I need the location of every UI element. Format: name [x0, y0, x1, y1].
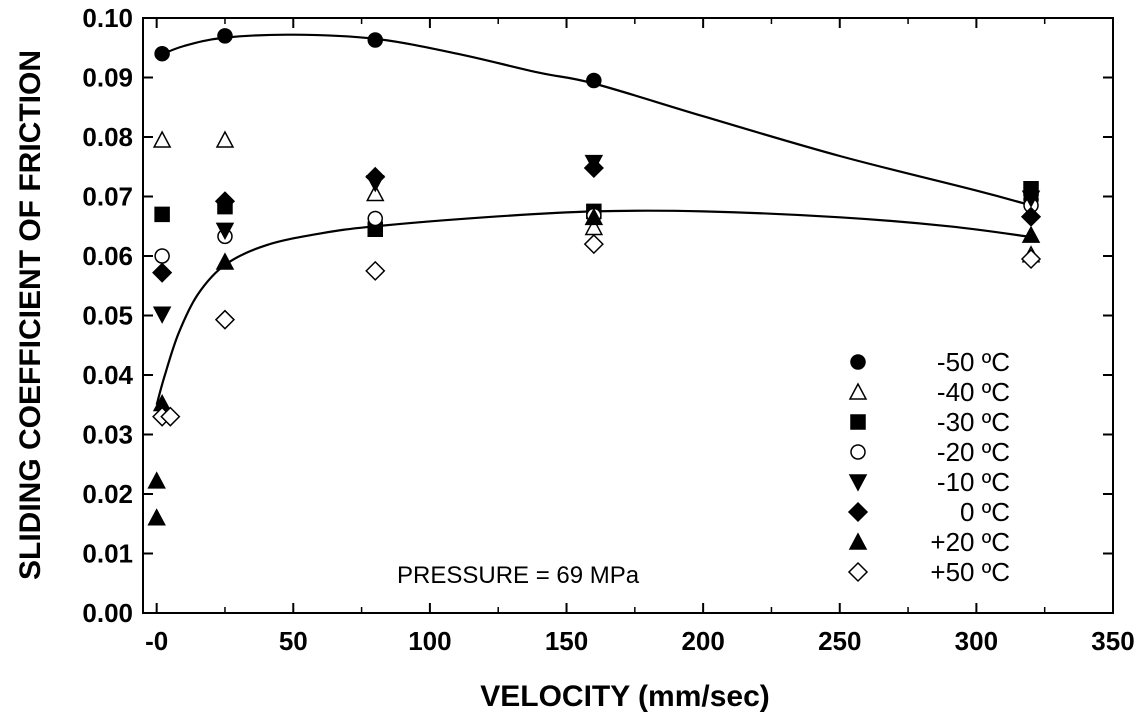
data-point: [160, 406, 181, 427]
data-point: [152, 262, 173, 283]
data-point: [154, 206, 170, 223]
series: [147, 207, 1041, 526]
data-point: [147, 471, 166, 489]
x-tick-label: 50: [279, 626, 308, 656]
data-point: [583, 234, 604, 255]
y-tick-label: 0.03: [82, 420, 133, 450]
series: [152, 157, 1042, 283]
legend-label: 0 ºC: [960, 497, 1010, 527]
legend-label: +20 ºC: [930, 527, 1010, 557]
data-point: [1020, 206, 1042, 227]
x-tick-label: 300: [955, 626, 998, 656]
y-tick-label: 0.05: [82, 301, 133, 331]
x-tick-label: 200: [681, 626, 724, 656]
data-point: [584, 207, 604, 226]
y-tick-label: 0.01: [82, 539, 133, 569]
legend-label: -30 ºC: [937, 407, 1010, 437]
y-tick-label: 0.10: [82, 3, 133, 33]
legend-marker: [847, 561, 869, 583]
data-point: [1020, 248, 1042, 270]
legend-marker: [850, 414, 866, 430]
legend-label: -10 ºC: [937, 467, 1010, 497]
y-tick-label: 0.04: [82, 360, 133, 390]
y-tick-label: 0.00: [82, 598, 133, 628]
y-tick-label: 0.09: [82, 63, 133, 93]
legend-label: -40 ºC: [937, 377, 1010, 407]
data-point: [214, 191, 236, 212]
y-tick-label: 0.06: [82, 241, 133, 271]
data-point: [366, 183, 385, 202]
x-tick-label: 250: [818, 626, 861, 656]
fit-curve: [155, 209, 1032, 406]
data-points: [147, 28, 1042, 526]
data-point: [147, 508, 166, 526]
data-point: [217, 28, 233, 44]
data-point: [365, 260, 386, 281]
data-point: [365, 166, 386, 187]
data-point: [215, 252, 235, 270]
series: [152, 234, 1042, 427]
pressure-annotation: PRESSURE = 69 MPa: [397, 562, 640, 589]
legend-label: +50 ºC: [930, 557, 1010, 587]
data-point: [152, 130, 172, 148]
legend-marker: [850, 444, 866, 460]
data-point: [154, 45, 170, 62]
data-point: [152, 306, 172, 324]
y-axis: 0.00 0.01 0.02 0.03 0.04 0.05 0.06 0.07 0.08 0.09…: [82, 3, 1113, 628]
data-point: [214, 309, 236, 330]
x-axis: -0 50 100 150 200 250 300 350: [145, 18, 1135, 656]
data-point: [215, 130, 235, 148]
series: [154, 28, 1039, 208]
data-point: [1021, 225, 1041, 243]
x-tick-label: 100: [408, 626, 451, 656]
legend-label: -50 ºC: [937, 347, 1010, 377]
y-tick-label: 0.08: [82, 122, 133, 152]
x-tick-label: 350: [1091, 626, 1134, 656]
legend-marker: [847, 501, 869, 523]
legend-marker: [848, 474, 868, 492]
data-point: [586, 72, 602, 89]
legend: -50 ºC-40 ºC-30 ºC-20 ºC-10 ºC0 ºC+20 ºC…: [847, 347, 1010, 587]
legend-label: -20 ºC: [937, 437, 1010, 467]
y-tick-label: 0.02: [82, 479, 133, 509]
data-point: [367, 210, 384, 227]
data-point: [1021, 190, 1041, 208]
y-tick-label: 0.07: [82, 182, 133, 212]
x-axis-title: VELOCITY (mm/sec): [480, 680, 770, 713]
legend-marker: [850, 354, 866, 370]
data-point: [154, 248, 170, 264]
legend-marker: [848, 382, 868, 400]
data-point: [583, 157, 604, 179]
x-tick-label: 150: [545, 626, 588, 656]
y-axis-title: SLIDING COEFFICIENT OF FRICTION: [14, 50, 47, 580]
data-point: [367, 32, 384, 48]
legend-marker: [848, 532, 868, 550]
x-tick-label: -0: [145, 626, 168, 656]
fit-curve: [156, 33, 1032, 207]
data-point: [215, 222, 235, 241]
